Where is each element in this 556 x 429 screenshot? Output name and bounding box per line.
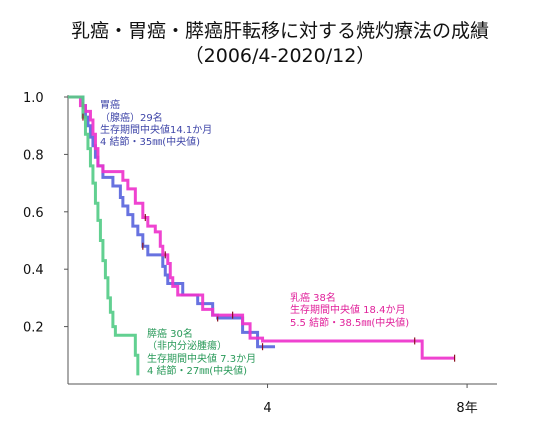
title-group: 乳癌・胃癌・膵癌肝転移に対する焼灼療法の成績 （2006/4-2020/12） (71, 20, 489, 67)
y-tick-label: 0.2 (23, 321, 44, 336)
annotation-pancreas-line-3: 生存期間中央値 7.3か月 (147, 352, 256, 365)
y-tick-label: 0.4 (23, 263, 44, 278)
annotation-breast: 乳癌 38名 生存期間中央値 18.4か月 5.5 結節・38.5㎜(中央値) (290, 291, 409, 329)
annotation-breast-line-2: 生存期間中央値 18.4か月 (290, 303, 405, 316)
chart-subtitle: （2006/4-2020/12） (185, 45, 376, 67)
annotation-breast-line-1: 乳癌 38名 (290, 291, 336, 304)
y-ticks: 1.0 0.8 0.6 0.4 0.2 (23, 91, 68, 336)
annotations: 胃癌 （腺癌）29名 生存期間中央値14.1か月 4 結節・35㎜(中央値) 乳… (100, 98, 409, 377)
km-curve-stomach (68, 95, 276, 349)
annotation-pancreas-line-2: （非内分泌腫瘍） (147, 339, 227, 352)
km-curve-pancreas (68, 95, 140, 376)
annotation-pancreas-line-1: 膵癌 30名 (147, 327, 193, 340)
y-tick-label: 0.8 (23, 148, 44, 163)
annotation-pancreas-line-4: 4 結節・27㎜(中央値) (147, 364, 247, 377)
y-tick-label: 0.6 (23, 206, 44, 221)
chart-title: 乳癌・胃癌・膵癌肝転移に対する焼灼療法の成績 (71, 20, 489, 42)
y-tick-label: 1.0 (23, 91, 44, 106)
annotation-breast-line-3: 5.5 結節・38.5㎜(中央値) (290, 316, 409, 329)
km-curve-breast (68, 95, 455, 360)
series-layer (68, 95, 456, 376)
annotation-stomach-line-4: 4 結節・35㎜(中央値) (100, 135, 200, 148)
annotation-stomach-line-2: （腺癌）29名 (100, 111, 163, 124)
x-ticks: 4 8年 (263, 384, 478, 416)
annotation-pancreas: 膵癌 30名 （非内分泌腫瘍） 生存期間中央値 7.3か月 4 結節・27㎜(中… (147, 327, 259, 377)
x-tick-label: 4 (263, 401, 271, 416)
axes (67, 95, 497, 385)
annotation-stomach: 胃癌 （腺癌）29名 生存期間中央値14.1か月 4 結節・35㎜(中央値) (100, 98, 215, 148)
x-tick-label: 8年 (456, 401, 477, 416)
annotation-stomach-line-1: 胃癌 (100, 98, 120, 111)
annotation-stomach-line-3: 生存期間中央値14.1か月 (100, 123, 212, 136)
